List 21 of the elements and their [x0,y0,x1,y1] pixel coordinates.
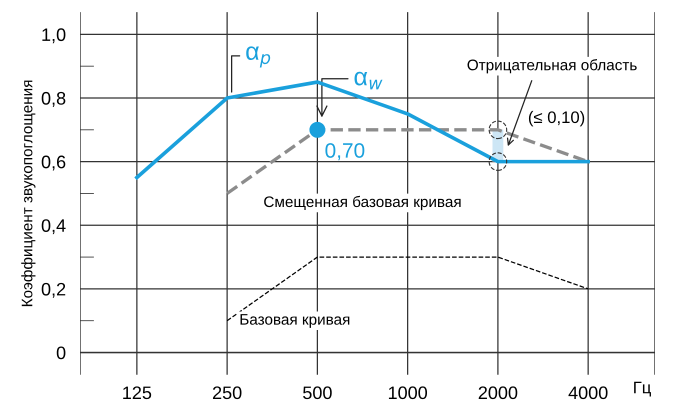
annotation: (≤ 0,10) [528,110,584,126]
y-tick-label: 0,8 [42,92,66,107]
annotation: Смещенная базовая кривая [264,196,461,210]
data-label: 0,70 [325,143,364,160]
annotation: Базовая кривая [240,314,350,328]
y-tick-label: 1,0 [42,28,66,44]
x-tick-label: 500 [303,386,332,400]
series-label: α$_{p}$ [246,46,270,68]
x-tick-label: 125 [123,386,152,400]
x-tick-label: 250 [212,386,242,400]
annotation: Отрицательная область [468,58,637,74]
series-label: α$_{w}$ [354,72,383,90]
x-tick-label: 4000 [568,386,608,400]
y-tick-label: 0 [56,346,66,360]
y-tick-label: 0,6 [42,156,66,170]
x-tick-label: 2000 [478,386,518,400]
x-tick-label: 1000 [388,386,428,400]
y-tick-label: 0,4 [42,219,66,234]
y-axis-title: Коэффициент звукопоглощения [21,80,36,306]
x-axis-title: Гц [634,382,651,397]
y-tick-label: 0,2 [42,282,66,298]
